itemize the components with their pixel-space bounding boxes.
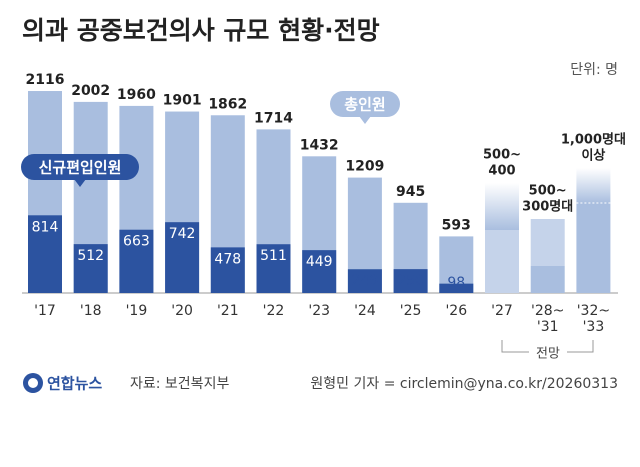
projection-value: 500~ xyxy=(529,184,567,199)
x-tick-label: '24 xyxy=(354,303,376,319)
legend-tail xyxy=(74,179,86,187)
projection-value: 400 xyxy=(488,164,515,179)
x-tick-label: '27 xyxy=(491,303,513,319)
chart-title: 의과 공중보건의사 규모 현황·전망 xyxy=(22,16,380,45)
new-bar xyxy=(210,247,245,293)
x-tick-label: '33 xyxy=(583,319,605,335)
logo: 연합뉴스 xyxy=(47,375,102,393)
projection-value: 300명대 xyxy=(522,199,573,215)
new-label: 742 xyxy=(169,226,196,242)
projection-bar xyxy=(576,203,611,293)
new-bar xyxy=(119,229,154,293)
legend-tail xyxy=(359,116,371,124)
new-bar xyxy=(439,283,474,293)
bracket-gap xyxy=(529,345,567,361)
new-label: 478 xyxy=(214,251,241,267)
new-bar xyxy=(302,250,337,293)
new-bar xyxy=(165,222,200,293)
unit-label: 단위: 명 xyxy=(570,62,618,78)
new-label: 449 xyxy=(306,254,333,270)
new-bar xyxy=(256,244,291,293)
x-tick-label: '23 xyxy=(308,303,330,319)
new-label: 249 xyxy=(352,273,379,289)
total-label: 2116 xyxy=(26,72,65,88)
x-tick-label: '21 xyxy=(217,303,239,319)
legend-pill xyxy=(21,154,139,180)
new-label: 511 xyxy=(260,248,287,264)
new-bar xyxy=(73,244,108,293)
x-tick-label: '31 xyxy=(537,319,559,335)
x-tick-label: '26 xyxy=(445,303,467,319)
new-label: 814 xyxy=(32,219,59,235)
projection-bar xyxy=(530,219,565,266)
projection-value: 500~ xyxy=(483,148,521,163)
projection-bar xyxy=(485,183,519,230)
total-bar xyxy=(439,236,474,293)
projection-bar xyxy=(530,266,565,293)
x-tick-label: '19 xyxy=(126,303,148,319)
new-label: 98 xyxy=(447,275,465,291)
total-label: 1432 xyxy=(300,137,339,153)
projection-value: 1,000명대 xyxy=(561,132,626,148)
projection-label: 전망 xyxy=(536,347,560,362)
x-tick-label: '28~ xyxy=(531,303,564,319)
legend-label: 신규편입인원 xyxy=(39,159,122,177)
legend-pill xyxy=(330,91,400,117)
x-tick-label: '25 xyxy=(400,303,422,319)
total-label: 1901 xyxy=(163,93,202,109)
x-tick-label: '18 xyxy=(80,303,102,319)
total-label: 1960 xyxy=(117,87,156,103)
new-label: 512 xyxy=(77,248,104,264)
total-label: 1862 xyxy=(208,96,247,112)
new-label: 663 xyxy=(123,234,150,250)
logo-icon-inner xyxy=(28,378,38,388)
projection-bar xyxy=(576,168,611,203)
total-label: 1209 xyxy=(345,159,384,175)
new-bar xyxy=(393,269,428,293)
legend-label: 총인원 xyxy=(344,96,385,114)
x-tick-label: '22 xyxy=(263,303,285,319)
new-bar xyxy=(28,215,62,293)
x-tick-label: '17 xyxy=(34,303,56,319)
x-tick-label: '32~ xyxy=(577,303,610,319)
projection-value: 이상 xyxy=(581,148,605,164)
x-tick-label: '20 xyxy=(171,303,193,319)
projection-bar xyxy=(485,230,519,293)
credit: 원형민 기자 = circlemin@yna.co.kr/20260313 xyxy=(310,376,618,392)
source: 자료: 보건복지부 xyxy=(130,376,229,392)
total-label: 593 xyxy=(442,217,471,233)
total-label: 1714 xyxy=(254,110,293,126)
new-bar xyxy=(347,269,382,293)
total-label: 945 xyxy=(396,184,425,200)
new-label: 250 xyxy=(397,273,424,289)
total-label: 2002 xyxy=(71,83,110,99)
